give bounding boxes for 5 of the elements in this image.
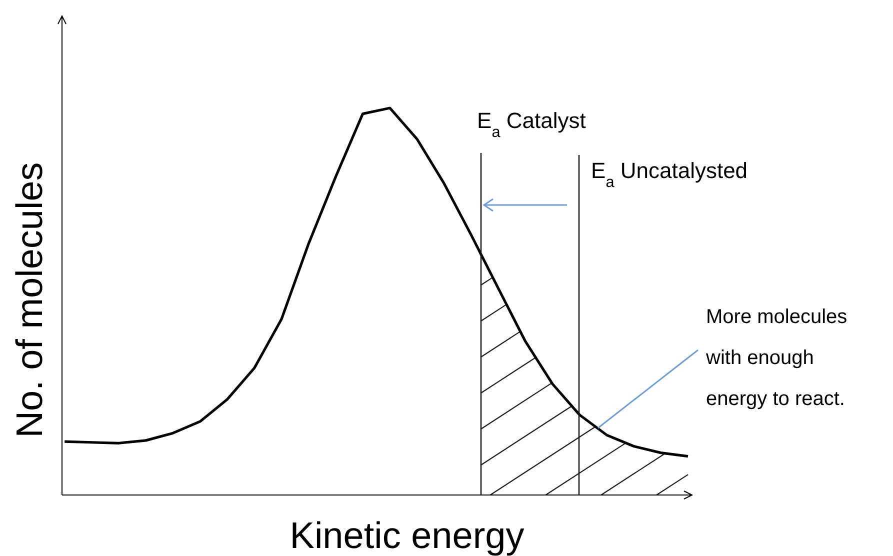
annotation: E$_{a}$ Uncatalysted	[591, 158, 748, 190]
x-axis-title: Kinetic energy	[290, 515, 525, 556]
y-axis-title: No. of molecules	[9, 162, 50, 438]
text: More molecules with enough energy to react.	[705, 306, 848, 410]
annotation: E$_{a}$ Catalyst	[477, 108, 586, 140]
